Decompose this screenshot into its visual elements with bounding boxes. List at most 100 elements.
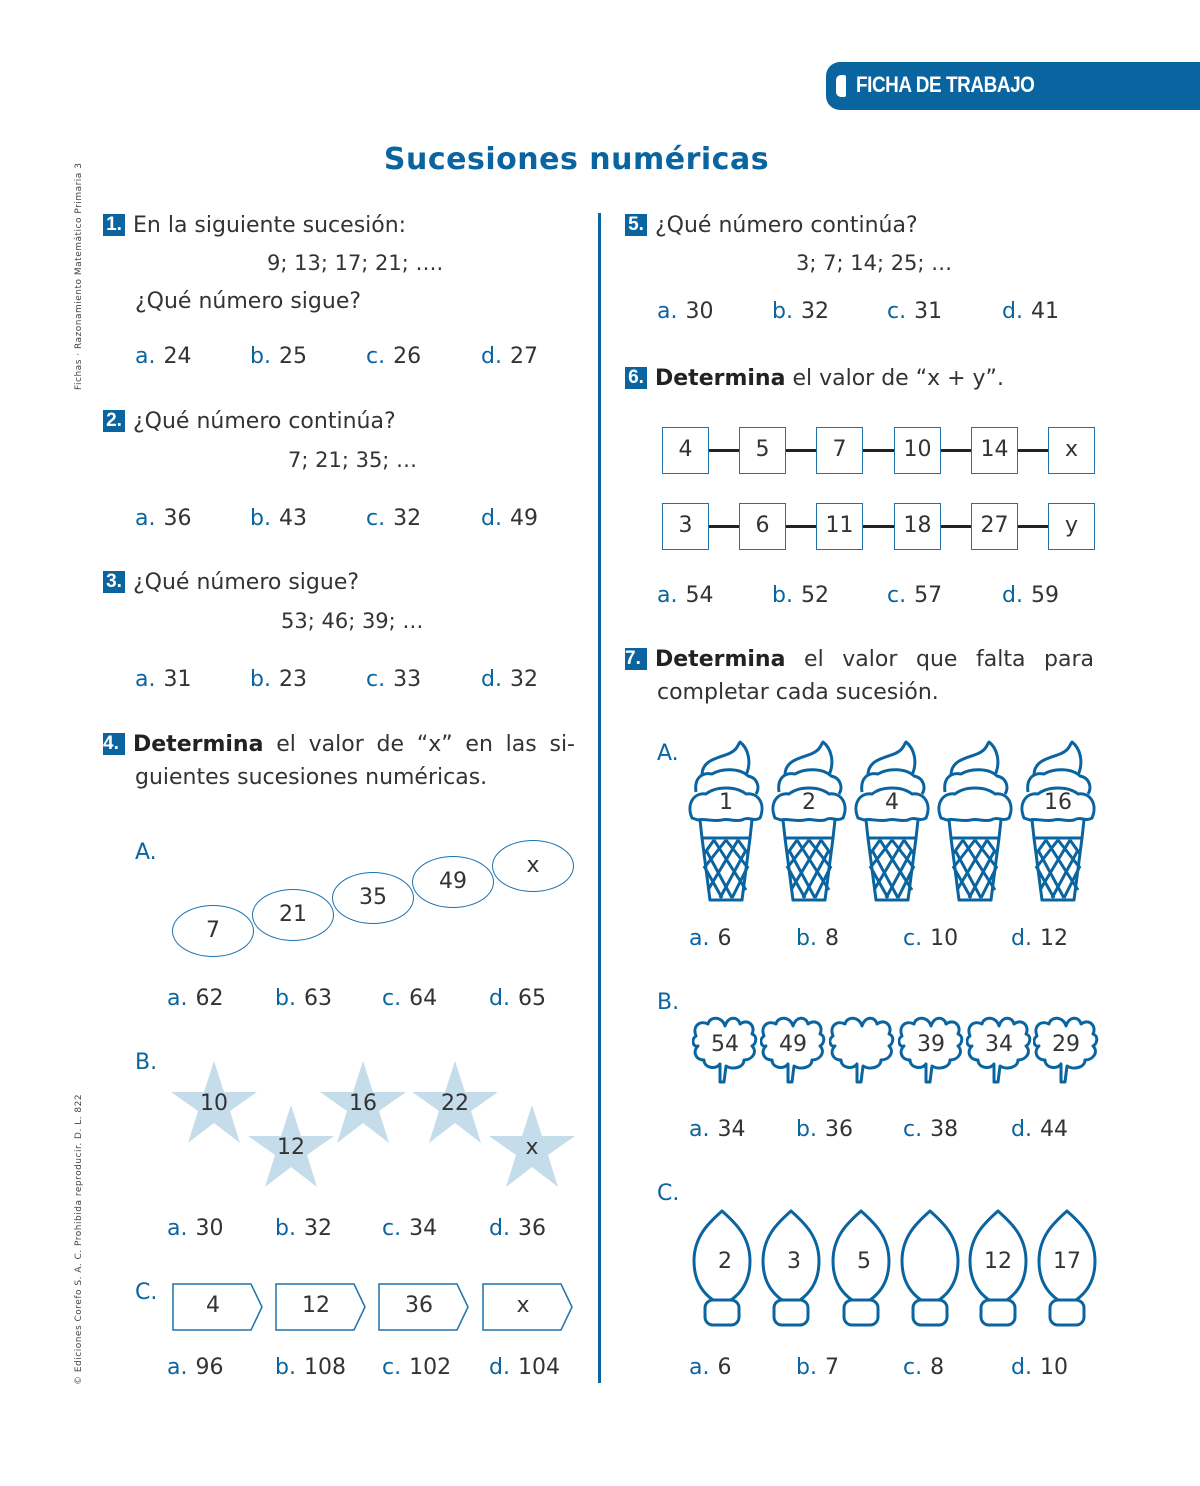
- option-c[interactable]: c. 64: [382, 986, 437, 1011]
- option-c[interactable]: c. 26: [366, 344, 421, 369]
- connector-line: [708, 449, 1048, 452]
- option-letter: c.: [366, 506, 386, 531]
- option-a[interactable]: a. 62: [167, 986, 223, 1011]
- option-b[interactable]: b. 52: [772, 583, 829, 608]
- banner-tab-icon: [836, 75, 846, 97]
- option-letter: a.: [135, 667, 156, 692]
- option-a[interactable]: a. 96: [167, 1355, 223, 1380]
- option-b[interactable]: b. 7: [796, 1355, 839, 1380]
- light-bulb-value: 5: [857, 1249, 871, 1274]
- option-letter: d.: [489, 1355, 510, 1380]
- clover-item: 49: [760, 1012, 826, 1087]
- option-letter: b.: [250, 506, 271, 531]
- option-d[interactable]: d. 32: [481, 667, 538, 692]
- option-a[interactable]: a. 30: [167, 1216, 223, 1241]
- star-item: 22: [412, 1061, 498, 1143]
- option-d[interactable]: d. 10: [1011, 1355, 1068, 1380]
- option-a[interactable]: a. 36: [135, 506, 191, 531]
- option-a[interactable]: a. 24: [135, 344, 191, 369]
- option-d[interactable]: d. 12: [1011, 926, 1068, 951]
- option-a[interactable]: a. 6: [689, 1355, 731, 1380]
- star-icon: [171, 1061, 257, 1143]
- question-prompt-line2: guientes sucesiones numéricas.: [135, 765, 488, 790]
- option-value: 31: [163, 667, 192, 692]
- option-letter: a.: [657, 583, 678, 608]
- option-a[interactable]: a. 34: [689, 1117, 745, 1142]
- option-d[interactable]: d. 44: [1011, 1117, 1068, 1142]
- option-letter: b.: [275, 1216, 296, 1241]
- option-b[interactable]: b. 36: [796, 1117, 853, 1142]
- star-icon: [320, 1061, 406, 1143]
- option-c[interactable]: c. 38: [903, 1117, 958, 1142]
- clover-icon: [692, 1016, 758, 1084]
- star-value: 10: [200, 1091, 228, 1116]
- option-c[interactable]: c. 32: [366, 506, 421, 531]
- option-b[interactable]: b. 43: [250, 506, 307, 531]
- option-value: 6: [717, 1355, 732, 1380]
- option-letter: a.: [689, 1117, 710, 1142]
- option-letter: b.: [250, 344, 271, 369]
- arrow-box-item: 4: [172, 1283, 264, 1331]
- option-d[interactable]: d. 65: [489, 986, 546, 1011]
- ice-cream-cone-icon: [854, 740, 930, 902]
- option-value: 57: [914, 583, 943, 608]
- option-a[interactable]: a. 30: [657, 299, 713, 324]
- option-d[interactable]: d. 104: [489, 1355, 560, 1380]
- option-c[interactable]: c. 10: [903, 926, 958, 951]
- option-b[interactable]: b. 63: [275, 986, 332, 1011]
- option-d[interactable]: d. 27: [481, 344, 538, 369]
- option-b[interactable]: b. 8: [796, 926, 839, 951]
- light-bulb-icon: [761, 1209, 821, 1327]
- option-letter: a.: [167, 986, 188, 1011]
- ice-cream-cone-icon: [937, 740, 1013, 902]
- option-d[interactable]: d. 36: [489, 1216, 546, 1241]
- option-value: 43: [278, 506, 307, 531]
- option-letter: c.: [382, 986, 402, 1011]
- option-d[interactable]: d. 59: [1002, 583, 1059, 608]
- option-letter: a.: [657, 299, 678, 324]
- arrow-box-value: 4: [206, 1293, 220, 1318]
- option-a[interactable]: a. 6: [689, 926, 731, 951]
- ice-cream-item: 4: [854, 740, 930, 905]
- question-5: 5. ¿Qué número continúa?: [625, 212, 918, 240]
- arrow-box-value: x: [516, 1293, 530, 1318]
- option-b[interactable]: b. 25: [250, 344, 307, 369]
- option-c[interactable]: c. 8: [903, 1355, 944, 1380]
- option-a[interactable]: a. 54: [657, 583, 713, 608]
- question-prompt: ¿Qué número continúa?: [133, 409, 396, 434]
- option-b[interactable]: b. 108: [275, 1355, 346, 1380]
- question-number: 3.: [103, 571, 125, 593]
- option-letter: b.: [275, 986, 296, 1011]
- option-d[interactable]: d. 41: [1002, 299, 1059, 324]
- option-c[interactable]: c. 57: [887, 583, 942, 608]
- ice-cream-cone-icon: [1020, 740, 1096, 902]
- connector-line: [708, 525, 1048, 528]
- question-number: 6.: [625, 367, 647, 389]
- option-c[interactable]: c. 33: [366, 667, 421, 692]
- ellipse-item: 49: [412, 856, 494, 908]
- option-b[interactable]: b. 32: [275, 1216, 332, 1241]
- option-value: 64: [409, 986, 438, 1011]
- ellipse-item: 21: [252, 889, 334, 941]
- question-prompt: ¿Qué número sigue?: [133, 570, 360, 595]
- sequence: 9; 13; 17; 21; ….: [267, 251, 444, 275]
- question-keyword: Determina: [655, 647, 786, 672]
- part-label-a: A.: [657, 741, 679, 766]
- option-b[interactable]: b. 32: [772, 299, 829, 324]
- clover-icon: [898, 1016, 964, 1084]
- option-value: 30: [195, 1216, 224, 1241]
- option-letter: c.: [366, 667, 386, 692]
- ice-cream-value: 4: [885, 790, 899, 815]
- option-c[interactable]: c. 31: [887, 299, 942, 324]
- clover-value: 39: [917, 1032, 945, 1057]
- option-d[interactable]: d. 49: [481, 506, 538, 531]
- option-c[interactable]: c. 34: [382, 1216, 437, 1241]
- option-letter: c.: [903, 926, 923, 951]
- star-item: 16: [320, 1061, 406, 1143]
- option-value: 30: [685, 299, 714, 324]
- part-label-b: B.: [135, 1050, 158, 1075]
- sequence-box: 3: [662, 503, 709, 550]
- option-a[interactable]: a. 31: [135, 667, 191, 692]
- option-b[interactable]: b. 23: [250, 667, 307, 692]
- option-c[interactable]: c. 102: [382, 1355, 451, 1380]
